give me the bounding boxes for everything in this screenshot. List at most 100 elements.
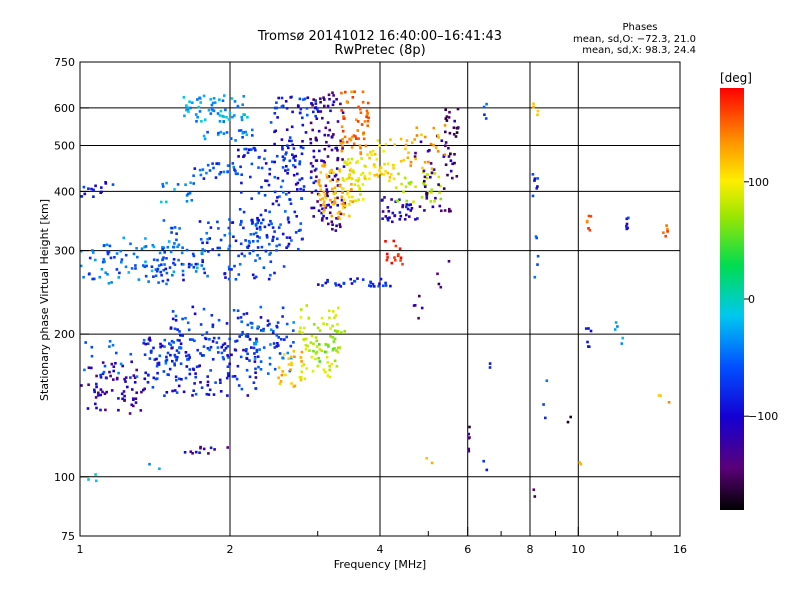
data-point [198, 451, 201, 454]
x-tick-label: 6 [464, 543, 471, 556]
data-point [373, 285, 376, 288]
data-point [386, 162, 390, 165]
data-point [280, 138, 284, 141]
data-point [422, 169, 426, 173]
data-point [147, 280, 150, 283]
data-point [280, 338, 283, 341]
data-point [168, 367, 172, 371]
data-point [420, 306, 424, 310]
data-point [299, 378, 303, 382]
data-point [169, 250, 173, 254]
data-point [328, 171, 332, 174]
data-point [194, 392, 198, 396]
data-point [181, 269, 185, 273]
data-point [108, 370, 111, 374]
data-point [103, 260, 106, 263]
data-point [200, 386, 204, 389]
data-point [184, 351, 188, 354]
data-point [326, 278, 329, 282]
data-point [154, 268, 158, 271]
data-point [289, 202, 293, 205]
data-point [288, 369, 292, 373]
data-point [242, 312, 246, 316]
data-point [150, 349, 153, 353]
data-point [215, 341, 219, 344]
data-point [298, 160, 302, 163]
data-point [322, 159, 325, 163]
data-point [449, 209, 452, 213]
data-point [299, 316, 303, 319]
data-point [237, 148, 240, 152]
data-point [363, 164, 366, 168]
data-point [227, 277, 231, 281]
data-point [149, 351, 153, 354]
data-point [185, 354, 188, 358]
data-point [130, 267, 134, 270]
data-point [323, 147, 327, 151]
data-point [285, 236, 289, 239]
data-point [309, 137, 312, 141]
data-point [310, 206, 313, 210]
data-point [325, 140, 328, 144]
data-point [277, 376, 280, 380]
data-point [250, 197, 253, 200]
data-point [124, 253, 128, 257]
data-point [328, 375, 332, 379]
data-point [279, 223, 282, 226]
data-point [186, 321, 190, 325]
data-point [281, 166, 285, 169]
data-point [437, 183, 440, 186]
data-point [285, 246, 288, 249]
data-point [176, 338, 180, 342]
data-point [188, 372, 192, 376]
data-point [245, 368, 249, 372]
data-point [216, 112, 220, 115]
data-point [357, 137, 360, 140]
data-point [216, 246, 220, 250]
data-point [625, 217, 629, 221]
data-point [257, 191, 261, 195]
data-point [201, 168, 205, 171]
data-point [120, 260, 123, 264]
data-point [187, 328, 191, 332]
data-point [244, 239, 247, 242]
data-point [426, 149, 430, 153]
data-point [418, 294, 421, 298]
data-point [366, 124, 369, 127]
data-point [355, 199, 359, 203]
data-point [140, 247, 144, 250]
data-point [288, 159, 292, 163]
data-point [120, 258, 124, 261]
data-point [247, 244, 251, 247]
data-point [349, 167, 353, 171]
data-point [667, 401, 671, 404]
data-point [414, 185, 417, 188]
data-point [108, 340, 112, 343]
data-point [257, 219, 260, 222]
data-point [332, 100, 336, 103]
data-point [318, 360, 321, 363]
data-point [314, 179, 318, 183]
data-point [325, 217, 329, 220]
data-point [343, 330, 346, 333]
data-point [219, 171, 223, 174]
data-point [366, 101, 370, 105]
data-point [542, 403, 545, 406]
data-point [397, 253, 400, 256]
data-point [293, 159, 297, 162]
data-point [269, 121, 273, 124]
data-point [229, 137, 233, 140]
data-point [353, 90, 356, 93]
data-point [196, 115, 199, 119]
data-point [268, 172, 271, 176]
data-point [335, 179, 339, 183]
data-point [379, 171, 382, 175]
data-point [170, 226, 174, 230]
data-point [273, 367, 277, 371]
data-point [269, 273, 272, 277]
data-point [314, 99, 317, 102]
data-point [242, 113, 245, 116]
data-point [251, 218, 254, 222]
data-point [290, 363, 293, 367]
data-point [198, 220, 202, 223]
